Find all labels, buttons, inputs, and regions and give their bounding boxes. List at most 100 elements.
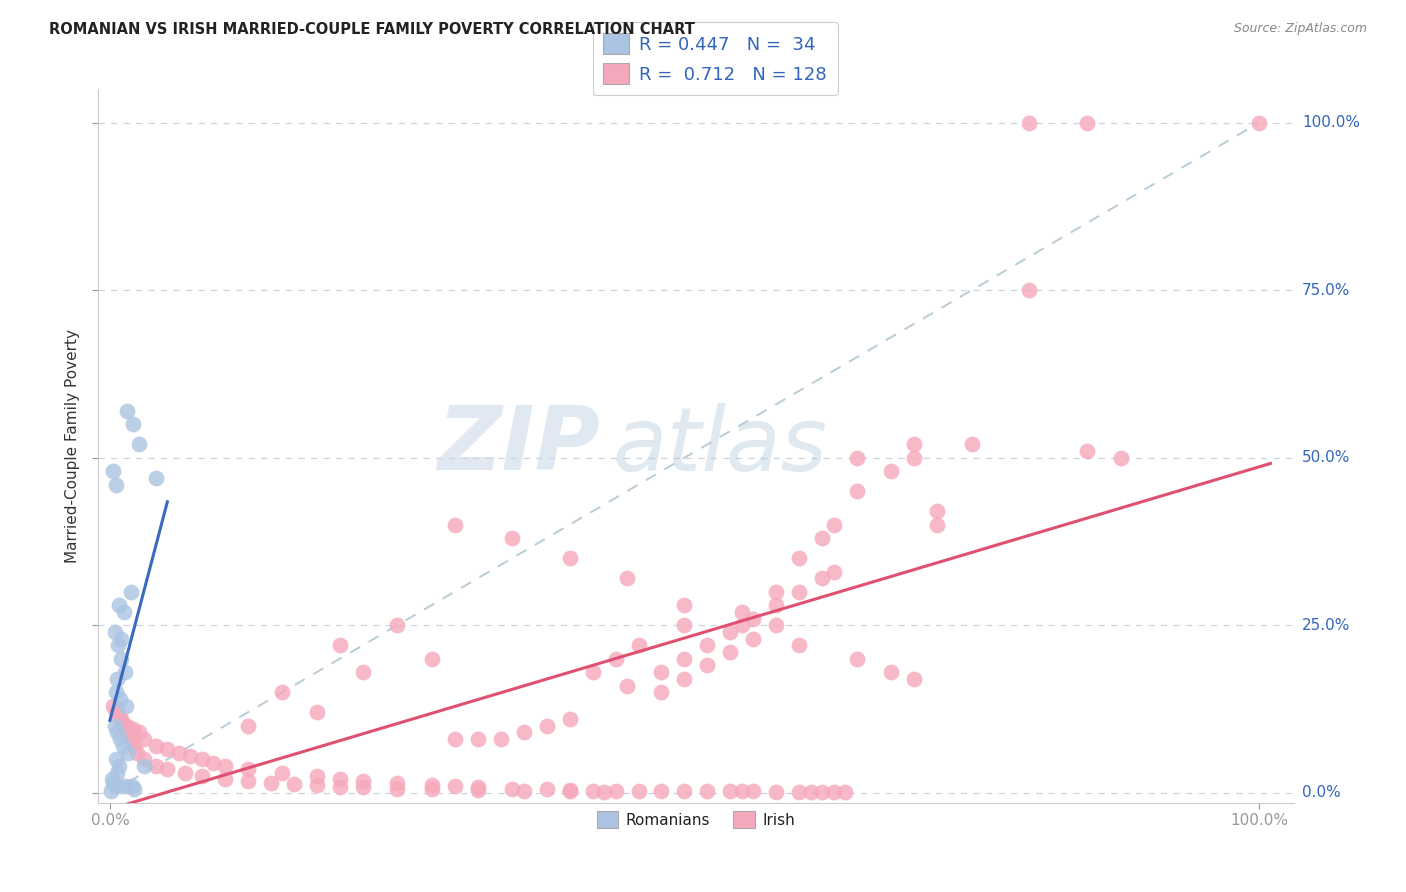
Text: 75.0%: 75.0% <box>1302 283 1350 298</box>
Point <box>443 779 465 793</box>
Point <box>605 783 627 797</box>
Point <box>115 404 138 418</box>
Point <box>128 437 150 451</box>
Point <box>731 618 754 632</box>
Point <box>903 672 925 686</box>
Point <box>765 785 787 799</box>
Point <box>467 780 489 795</box>
Point <box>103 698 125 713</box>
Point <box>927 504 949 518</box>
Point <box>731 605 754 619</box>
Point <box>696 658 718 673</box>
Point <box>489 732 512 747</box>
Point <box>122 739 145 753</box>
Legend: Romanians, Irish: Romanians, Irish <box>591 805 801 834</box>
Point <box>110 692 132 706</box>
Point <box>214 772 236 787</box>
Point <box>329 638 352 652</box>
Point <box>765 618 787 632</box>
Point <box>110 651 132 665</box>
Point <box>145 739 167 753</box>
Point <box>260 775 283 789</box>
Point <box>627 638 650 652</box>
Point <box>110 632 132 646</box>
Point <box>122 417 145 432</box>
Point <box>720 645 742 659</box>
Point <box>789 785 811 799</box>
Point <box>305 769 328 783</box>
Point <box>720 784 742 798</box>
Point <box>127 746 149 760</box>
Point <box>512 783 534 797</box>
Point <box>236 719 259 733</box>
Point <box>593 785 616 799</box>
Point <box>108 598 131 612</box>
Point <box>616 679 638 693</box>
Point <box>1076 116 1098 130</box>
Point <box>115 725 138 739</box>
Point <box>581 783 603 797</box>
Point <box>742 632 765 646</box>
Point <box>122 722 145 736</box>
Point <box>167 746 190 760</box>
Point <box>811 531 834 545</box>
Point <box>880 464 903 478</box>
Point <box>103 775 125 789</box>
Point <box>765 584 787 599</box>
Point <box>100 784 122 798</box>
Point <box>128 725 150 739</box>
Point <box>742 784 765 798</box>
Text: ZIP: ZIP <box>437 402 600 490</box>
Point <box>845 651 868 665</box>
Point <box>420 778 443 792</box>
Point <box>305 706 328 720</box>
Point <box>122 782 145 797</box>
Point <box>105 672 128 686</box>
Point <box>108 779 131 793</box>
Point <box>329 780 352 794</box>
Point <box>558 551 581 566</box>
Point <box>104 706 127 720</box>
Point <box>627 784 650 798</box>
Point <box>110 732 132 747</box>
Point <box>191 752 214 766</box>
Point <box>112 719 135 733</box>
Point <box>536 719 558 733</box>
Point <box>120 584 142 599</box>
Point <box>696 638 718 652</box>
Point <box>173 765 195 780</box>
Point <box>650 784 672 798</box>
Point <box>352 780 374 795</box>
Point <box>501 781 523 796</box>
Point <box>789 584 811 599</box>
Point <box>121 779 143 793</box>
Point <box>673 598 696 612</box>
Text: ROMANIAN VS IRISH MARRIED-COUPLE FAMILY POVERTY CORRELATION CHART: ROMANIAN VS IRISH MARRIED-COUPLE FAMILY … <box>49 22 695 37</box>
Point <box>114 779 136 793</box>
Point <box>110 712 132 726</box>
Point <box>558 712 581 726</box>
Y-axis label: Married-Couple Family Poverty: Married-Couple Family Poverty <box>65 329 80 563</box>
Point <box>673 651 696 665</box>
Text: 50.0%: 50.0% <box>1302 450 1350 466</box>
Point <box>420 651 443 665</box>
Point <box>117 746 139 760</box>
Point <box>105 706 128 720</box>
Point <box>134 752 156 766</box>
Point <box>1018 116 1040 130</box>
Point <box>134 732 156 747</box>
Point <box>811 571 834 585</box>
Point <box>111 739 134 753</box>
Point <box>271 685 294 699</box>
Point <box>696 784 718 798</box>
Point <box>650 685 672 699</box>
Point <box>800 785 823 799</box>
Point <box>903 437 925 451</box>
Point <box>110 712 132 726</box>
Point <box>104 752 127 766</box>
Point <box>501 531 523 545</box>
Point <box>134 759 156 773</box>
Point <box>352 665 374 680</box>
Text: 100.0%: 100.0% <box>1302 115 1360 130</box>
Point <box>352 773 374 788</box>
